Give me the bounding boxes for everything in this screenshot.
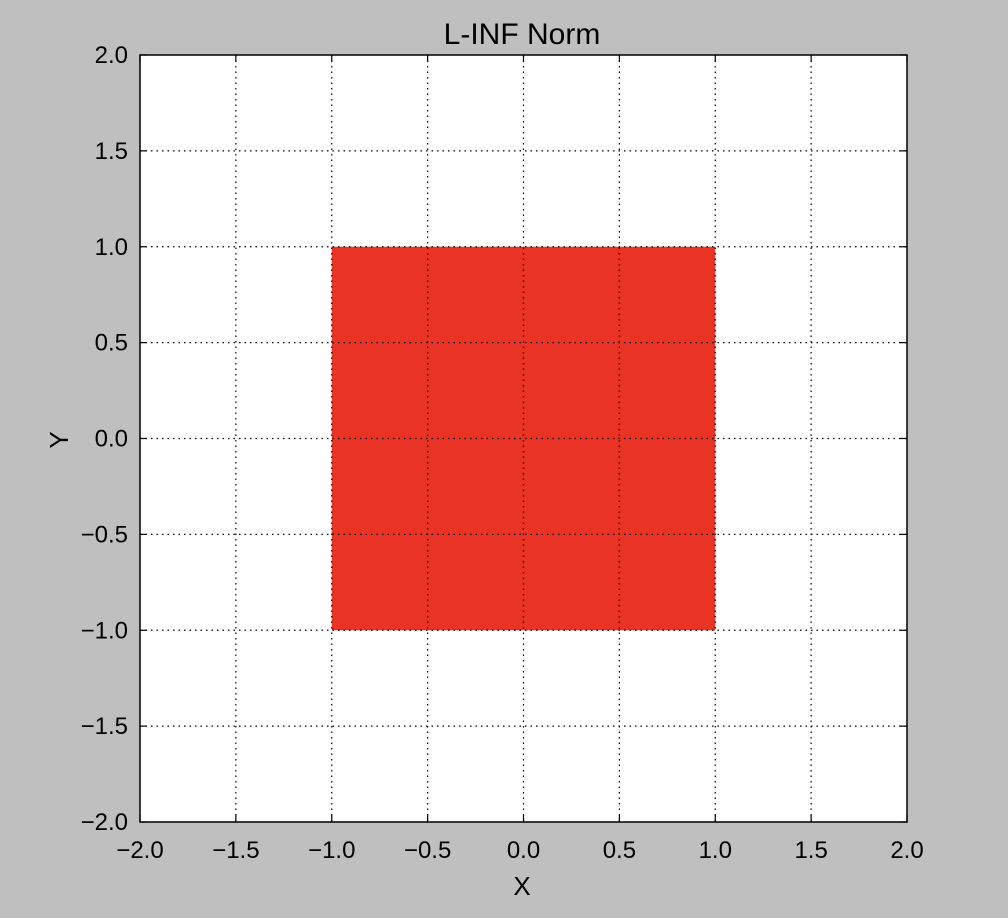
y-tick-label: −2.0 <box>81 809 128 836</box>
y-tick-label: 1.0 <box>95 234 128 261</box>
y-tick-label: 2.0 <box>95 42 128 69</box>
x-tick-label: 2.0 <box>890 837 923 864</box>
y-tick-label: 0.5 <box>95 330 128 357</box>
y-tick-label: 0.0 <box>95 426 128 453</box>
y-tick-label: −0.5 <box>81 521 128 548</box>
x-tick-label: 0.5 <box>603 837 636 864</box>
x-axis-label: X <box>513 871 530 901</box>
y-axis-label: Y <box>44 431 74 448</box>
y-tick-label: −1.5 <box>81 713 128 740</box>
tick-label-layer: −2.0 −1.5 −1.0 −0.5 0.0 0.5 1.0 1.5 2.0 −2.0 −1.5 −… <box>81 42 924 864</box>
x-tick-label: −2.0 <box>116 837 163 864</box>
y-tick-label: −1.0 <box>81 617 128 644</box>
x-tick-label: 1.5 <box>794 837 827 864</box>
grid-layer <box>140 55 907 822</box>
x-tick-label: 1.0 <box>699 837 732 864</box>
chart-title: L-INF Norm <box>444 18 601 51</box>
y-tick-label: 1.5 <box>95 138 128 165</box>
tick-layer <box>139 54 908 823</box>
x-tick-label: −1.0 <box>308 837 355 864</box>
x-tick-label: −0.5 <box>404 837 451 864</box>
x-tick-label: 0.0 <box>507 837 540 864</box>
x-tick-label: −1.5 <box>212 837 259 864</box>
